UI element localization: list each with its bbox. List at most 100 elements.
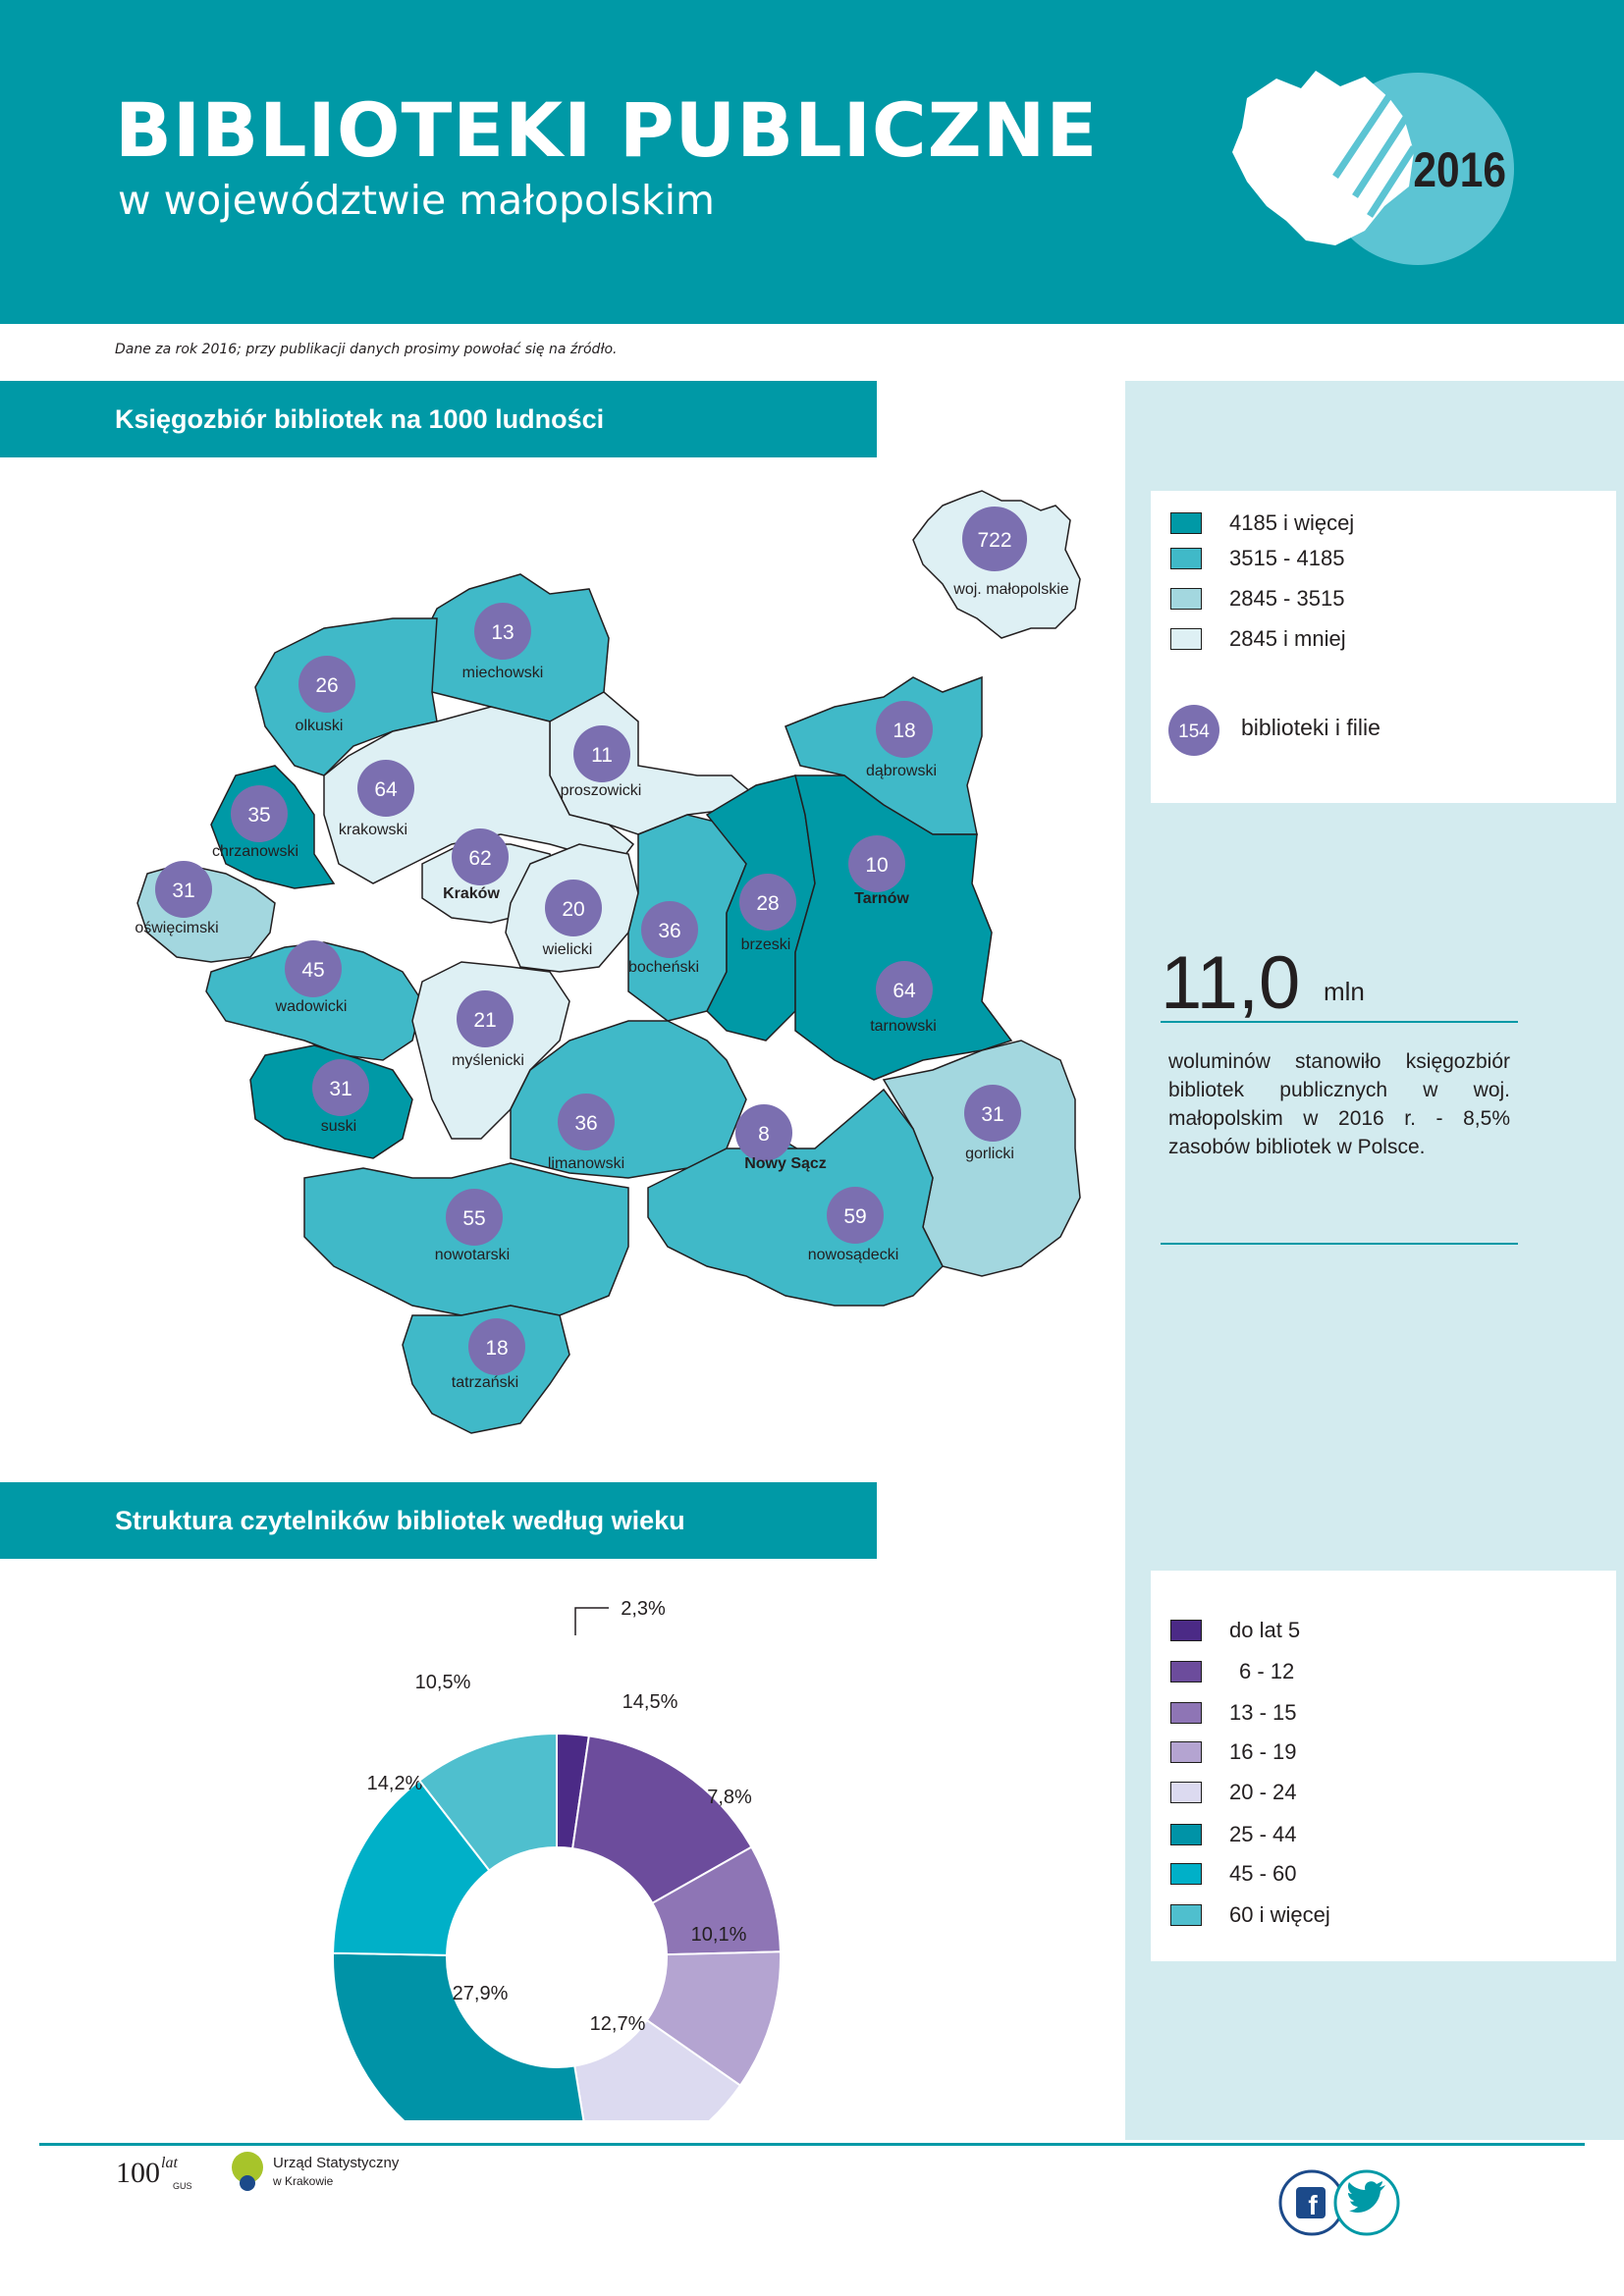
legend-swatch <box>1170 588 1202 610</box>
us-logo-circle <box>232 2152 263 2183</box>
library-count-bubble <box>298 656 355 713</box>
district-label: dąbrowski <box>866 763 937 779</box>
facebook-icon[interactable]: f <box>1296 2187 1326 2220</box>
district-label: wielicki <box>542 941 593 958</box>
stat-divider-top <box>1161 1021 1518 1023</box>
library-count-bubble <box>848 835 905 892</box>
library-count-value: 13 <box>491 621 514 644</box>
social-icons: f <box>1278 2169 1400 2236</box>
library-count-value: 59 <box>843 1205 866 1228</box>
library-count-value: 26 <box>315 674 338 697</box>
inset-bubble <box>962 507 1027 571</box>
library-count-bubble <box>876 701 933 758</box>
legend-label: 2845 i mniej <box>1229 626 1346 651</box>
donut-slice <box>417 1732 558 1872</box>
district-label: nowosądecki <box>808 1247 899 1263</box>
pie-legend-swatch <box>1170 1661 1202 1682</box>
pie-section-header: Struktura czytelników bibliotek według w… <box>0 1482 877 1559</box>
district-label: Tarnów <box>854 890 909 907</box>
donut-slice-label: 14,2% <box>367 1773 423 1794</box>
pie-section-title: Struktura czytelników bibliotek według w… <box>115 1506 685 1535</box>
page-subtitle: w województwie małopolskim <box>118 177 715 224</box>
library-count-value: 31 <box>981 1103 1003 1126</box>
library-count-value: 28 <box>756 892 779 915</box>
library-count-value: 55 <box>462 1207 485 1230</box>
library-count-value: 64 <box>893 980 916 1002</box>
pie-legend-label: 60 i więcej <box>1229 1902 1330 1927</box>
district-map: 13 miechowski 26 olkuski 11 proszowicki 18 dąbr… <box>135 490 1081 1434</box>
library-count-value: 35 <box>247 804 270 827</box>
legend-label: 4185 i więcej <box>1229 510 1355 535</box>
leader-line <box>574 1607 609 1635</box>
pie-legend-label: 45 - 60 <box>1229 1861 1297 1886</box>
bubble-legend-icon: 154 <box>1168 705 1219 756</box>
gus-100-caption: GUS <box>173 2181 192 2191</box>
district-label: krakowski <box>339 822 407 838</box>
library-count-bubble <box>545 880 602 936</box>
page-title: BIBLIOTEKI PUBLICZNE <box>115 86 1099 174</box>
pie-legend-label: do lat 5 <box>1229 1618 1301 1642</box>
library-count-bubble <box>474 603 531 660</box>
donut-slice <box>570 1735 753 1905</box>
library-count-value: 64 <box>374 778 398 801</box>
stat-divider-bottom <box>1161 1243 1518 1245</box>
library-count-value: 20 <box>562 898 584 921</box>
library-count-bubble <box>558 1094 615 1150</box>
footer-office-name: Urząd Statystyczny <box>273 2155 400 2171</box>
pie-legend-swatch <box>1170 1824 1202 1845</box>
year-label: 2016 <box>1413 142 1506 197</box>
stat-description: woluminów stanowiło księgozbiór bibliote… <box>1168 1050 1510 1158</box>
donut-slice-label: 12,7% <box>590 2013 646 2035</box>
library-count-value: 11 <box>591 744 613 767</box>
donut-slice <box>332 1779 491 1956</box>
library-count-bubble <box>735 1104 792 1161</box>
library-count-value: 18 <box>485 1337 508 1360</box>
inset-bubble-value: 722 <box>977 529 1011 552</box>
donut-slice-label: 2,3% <box>621 1598 666 1620</box>
footer-logos: 100 lat GUS Urząd Statystyczny w Krakowi… <box>116 2152 400 2191</box>
district-label: wadowicki <box>275 998 348 1015</box>
footer-office-city: w Krakowie <box>272 2174 334 2188</box>
library-count-value: 36 <box>574 1112 597 1135</box>
legend-label: 3515 - 4185 <box>1229 546 1345 570</box>
pie-legend-label: 16 - 19 <box>1229 1739 1297 1764</box>
pie-legend-label: 20 - 24 <box>1229 1780 1297 1804</box>
district-label: chrzanowski <box>212 843 298 860</box>
pie-legend-swatch <box>1170 1904 1202 1926</box>
district-label: miechowski <box>462 665 544 681</box>
map-legend: 4185 i więcej 3515 - 4185 2845 - 3515 28… <box>1151 491 1616 803</box>
district-label: brzeski <box>741 936 791 953</box>
donut-slice-label: 10,1% <box>691 1924 747 1946</box>
legend-swatch <box>1170 512 1202 534</box>
library-count-bubble <box>964 1085 1021 1142</box>
donut-slice-label: 27,9% <box>453 1983 509 2004</box>
legend-swatch <box>1170 628 1202 650</box>
library-count-bubble <box>739 874 796 931</box>
library-count-value: 21 <box>473 1009 496 1032</box>
district-label: oświęcimski <box>135 920 218 936</box>
district-label: Nowy Sącz <box>744 1155 827 1172</box>
library-count-bubble <box>155 861 212 918</box>
pie-legend-swatch <box>1170 1620 1202 1641</box>
us-logo-dot <box>240 2175 255 2191</box>
region-year-logo: 2016 <box>1232 71 1514 265</box>
district-label: limanowski <box>548 1155 624 1172</box>
district-label: tatrzański <box>452 1374 518 1391</box>
stat-value: 11,0 <box>1161 941 1301 1025</box>
library-count-bubble <box>452 828 509 885</box>
district-label: tarnowski <box>870 1018 937 1035</box>
header-banner: BIBLIOTEKI PUBLICZNE w województwie mało… <box>0 0 1624 324</box>
footer-divider <box>39 2143 1585 2146</box>
gus-100-logo: 100 <box>116 2157 160 2189</box>
district-label: myślenicki <box>452 1052 524 1069</box>
library-count-value: 31 <box>329 1078 352 1100</box>
donut-slice <box>573 2018 742 2120</box>
twitter-icon[interactable] <box>1348 2181 1385 2213</box>
legend-label: 2845 - 3515 <box>1229 586 1345 611</box>
district-nowosądecki <box>647 1088 944 1307</box>
library-count-bubble <box>468 1318 525 1375</box>
library-count-bubble <box>285 940 342 997</box>
inset-label: woj. małopolskie <box>952 581 1068 598</box>
bubble-legend-label: biblioteki i filie <box>1241 715 1380 740</box>
district-label: olkuski <box>296 718 344 734</box>
